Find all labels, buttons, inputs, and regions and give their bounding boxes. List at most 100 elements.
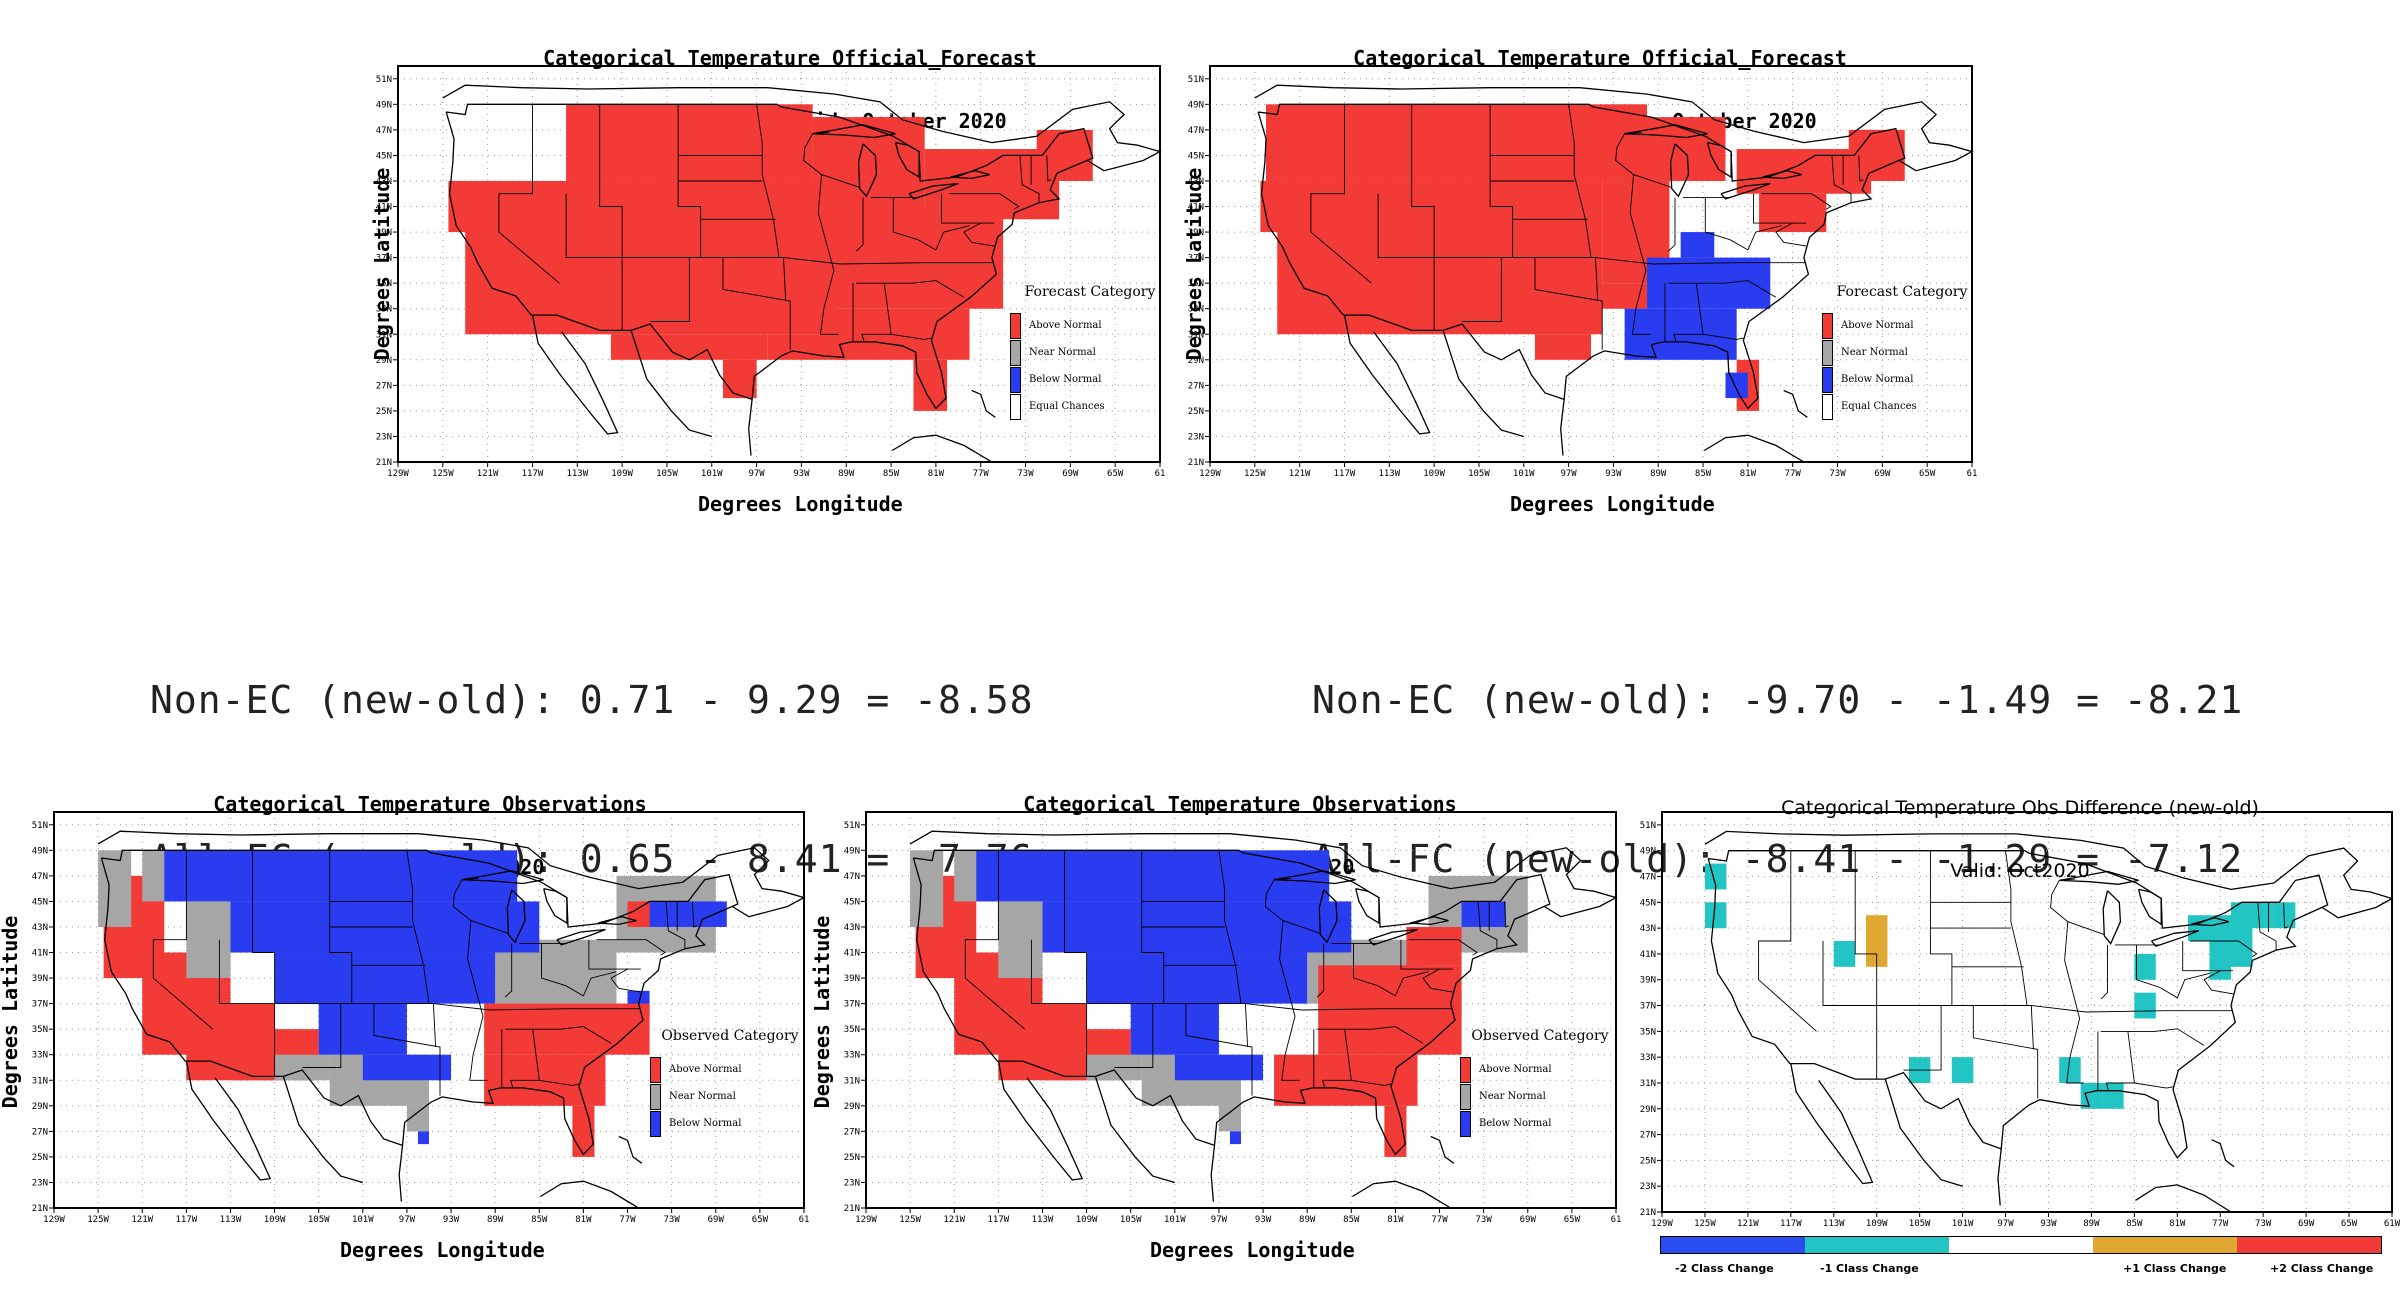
great-lake [894,141,920,179]
state-border [817,174,839,335]
lat-tick-label: 45N [1640,898,1656,908]
lat-tick-label: 35N [32,1025,48,1035]
category-cell-above [722,359,757,399]
lat-tick-label: 41N [32,949,48,959]
us-outline [912,849,1551,1156]
legend-title: Forecast Category [1024,284,1156,300]
great-lake [1720,182,1771,200]
lat-tick-label: 21N [1640,1208,1656,1218]
cuba-coast [1352,1180,1451,1209]
lat-tick-label: 33N [32,1051,48,1061]
great-lake [857,143,878,198]
category-cell-near [406,1105,429,1132]
state-border [1064,850,1088,1077]
state-border [1310,104,1372,284]
category-cell-minus1 [2230,902,2253,967]
state-border [1477,901,1498,949]
lon-tick-label: 105W [656,469,678,479]
lon-tick-label: 117W [176,1215,198,1225]
lon-tick-label: 69W [1874,469,1891,479]
great-lake [2150,930,2200,947]
state-border [2283,902,2289,929]
great-lake [2191,917,2229,927]
cuba-coast [891,434,993,463]
category-cell-above [484,1054,606,1106]
mexico-border [1094,1076,1175,1184]
state-border [855,197,864,252]
legend-label: Above Normal [1841,320,1914,331]
category-cell-below [649,901,694,927]
great-lake [1318,889,1338,944]
state-border [1377,193,1653,265]
state-border [1667,197,1676,252]
state-border [2159,972,2210,999]
cuba-coast [2135,1184,2232,1213]
category-cell-above [566,104,813,181]
lon-tick-label: 61 [1967,469,1978,479]
lon-tick-label: 97W [399,1215,416,1225]
lon-tick-label: 65W [1564,1215,1581,1225]
state-border [756,104,780,258]
lat-tick-label: 49N [1640,847,1656,857]
lat-tick-label: 23N [844,1178,860,1188]
legend-label: Below Normal [669,1118,742,1129]
legend-swatch-near [1822,339,1833,366]
state-border [1400,939,1453,970]
lon-tick-label: 109W [611,469,633,479]
category-cell-below [976,850,1330,902]
lat-tick-label: 27N [1640,1131,1656,1141]
lat-tick-label: 45N [32,897,48,907]
category-cell-above [1759,193,1827,233]
lon-tick-label: 85W [531,1215,548,1225]
lat-tick-label: 27N [32,1127,48,1137]
state-border [949,193,1020,210]
bahamas [2211,1139,2235,1168]
lon-tick-label: 93W [1605,469,1622,479]
category-cells [910,850,1528,1157]
lon-tick-label: 125W [1244,469,1266,479]
colorbar-zero [1949,1237,2093,1253]
obs-diff-map: 51N 49N 47N 45N 43N 41N 39N 37N 35N 33N 31N 29N 27N 2… [1640,811,2400,1229]
lat-tick-label: 27N [376,381,392,391]
lon-tick-label: 105W [1909,1219,1931,1229]
lon-tick-label: 129W [855,1215,877,1225]
lon-tick-label: 85W [883,469,900,479]
state-border [252,850,276,1077]
obs-new-map: 51N 49N 47N 45N 43N 41N 39N 37N 35N 33N 31N 29N 27N 2… [844,811,1621,1225]
great-lake [2102,890,2122,945]
legend-label: Above Normal [1029,320,1102,331]
category-cell-below [1461,901,1506,927]
forecast-new-map: 51N 49N 47N 45N 43N 41N 39N 37N 35N 33N 31N 29N 27N 2… [1188,65,1978,479]
state-border [2050,878,2105,936]
lat-tick-label: 29N [376,356,392,366]
obs-old-map: 51N 49N 47N 45N 43N 41N 39N 37N 35N 33N 31N 29N 27N 2… [32,811,809,1225]
lon-tick-label: 109W [1423,469,1445,479]
category-cell-below [693,901,727,927]
lat-tick-label: 33N [844,1051,860,1061]
forecast-new-xlabel: Degrees Longitude [1510,492,1715,516]
lon-tick-label: 121W [943,1215,965,1225]
lon-tick-label: 81W [2169,1219,2186,1229]
lat-tick-label: 39N [376,228,392,238]
lon-tick-label: 125W [432,469,454,479]
lat-tick-label: 37N [1640,1002,1656,1012]
category-cell-minus1 [2273,902,2296,929]
geography [442,84,1162,463]
state-border [1534,257,1603,350]
bahamas [1430,1135,1455,1164]
category-cells [1704,863,2296,1109]
lat-tick-label: 41N [844,949,860,959]
mexico-coast [1343,314,1431,435]
lon-tick-label: 65W [752,1215,769,1225]
score-right: Non-EC (new-old): -9.70 - -1.49 = -8.21 … [1312,568,2243,939]
great-lake [908,182,959,200]
lat-tick-label: 29N [32,1102,48,1112]
category-cell-above [767,334,847,360]
lat-tick-label: 45N [1188,151,1204,161]
lon-tick-label: 125W [1694,1219,1716,1229]
lat-tick-label: 51N [844,821,860,831]
great-lake [1368,928,1418,946]
lon-tick-label: 101W [352,1215,374,1225]
lat-tick-label: 41N [376,203,392,213]
lon-tick-label: 101W [701,469,723,479]
